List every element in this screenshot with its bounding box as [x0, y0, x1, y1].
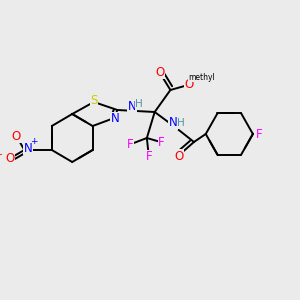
Text: O: O	[155, 65, 164, 79]
Text: methyl: methyl	[188, 73, 215, 82]
Text: F: F	[158, 136, 165, 148]
Text: -: -	[0, 149, 2, 159]
Text: F: F	[127, 137, 134, 151]
Text: S: S	[90, 94, 98, 107]
Text: O: O	[175, 149, 184, 163]
Text: O: O	[12, 130, 21, 142]
Text: F: F	[146, 151, 152, 164]
Text: +: +	[30, 137, 38, 146]
Text: O: O	[184, 77, 194, 91]
Text: N: N	[169, 116, 178, 130]
Text: N: N	[111, 112, 120, 125]
Text: F: F	[256, 128, 262, 140]
Text: N: N	[24, 142, 33, 154]
Text: O: O	[5, 152, 14, 164]
Text: H: H	[177, 118, 185, 128]
Text: N: N	[128, 100, 136, 112]
Text: H: H	[135, 99, 143, 109]
